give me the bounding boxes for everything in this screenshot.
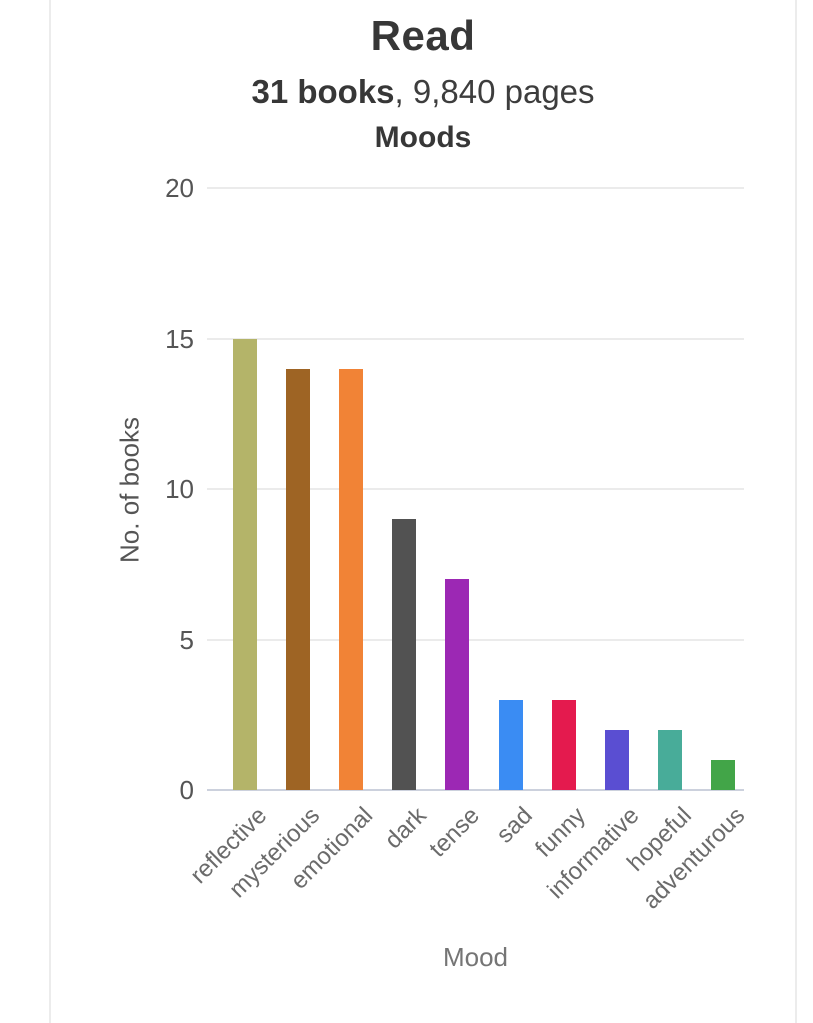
gridline-20 <box>207 187 744 189</box>
bar-slot-sad <box>484 188 537 790</box>
plot-area <box>207 187 744 791</box>
books-count: 31 books <box>251 73 395 110</box>
bars-container <box>218 188 750 790</box>
y-tick-label-5: 5 <box>179 624 194 655</box>
bar-dark[interactable] <box>392 519 417 790</box>
pages-count: , 9,840 pages <box>394 73 595 110</box>
bar-tense[interactable] <box>445 579 470 790</box>
x-axis-labels: reflective mysterious emotional dark tense sa… <box>185 800 751 950</box>
page-title: Read <box>370 12 476 59</box>
bar-slot-reflective <box>218 188 271 790</box>
bar-adventurous[interactable] <box>711 759 736 790</box>
bar-funny[interactable] <box>551 699 576 790</box>
y-tick-label-15: 15 <box>165 323 194 354</box>
bar-informative[interactable] <box>605 729 630 790</box>
bar-hopeful[interactable] <box>658 729 683 790</box>
bar-slot-adventurous <box>697 188 750 790</box>
bar-slot-hopeful <box>644 188 697 790</box>
bar-slot-tense <box>431 188 484 790</box>
x-label-tense: tense <box>423 802 485 863</box>
stats-card: Read 31 books, 9,840 pages Moods No. of … <box>49 0 797 1023</box>
card-header: Read 31 books, 9,840 pages Moods <box>51 0 795 155</box>
chart-title: Moods <box>374 121 472 154</box>
bar-slot-informative <box>590 188 643 790</box>
y-tick-label-20: 20 <box>165 173 194 203</box>
books-pages-summary: 31 books, 9,840 pages <box>51 73 795 111</box>
bar-emotional[interactable] <box>339 368 363 790</box>
x-axis-title: Mood <box>442 942 509 972</box>
gridline-10 <box>207 488 744 490</box>
bar-sad[interactable] <box>498 699 523 790</box>
bar-slot-emotional <box>324 188 377 790</box>
x-label-dark: dark <box>379 802 432 855</box>
gridline-5 <box>207 638 744 641</box>
gridline-15 <box>207 337 744 340</box>
bar-slot-mysterious <box>271 188 324 790</box>
x-axis-line <box>207 789 744 791</box>
y-tick-label-0: 0 <box>179 775 194 805</box>
bar-mysterious[interactable] <box>285 368 310 790</box>
bar-slot-dark <box>378 188 431 790</box>
y-tick-label-10: 10 <box>165 474 194 504</box>
bar-slot-funny <box>537 188 590 790</box>
y-axis-ticks: 0 5 10 15 20 <box>99 175 194 803</box>
bar-reflective[interactable] <box>232 338 257 790</box>
